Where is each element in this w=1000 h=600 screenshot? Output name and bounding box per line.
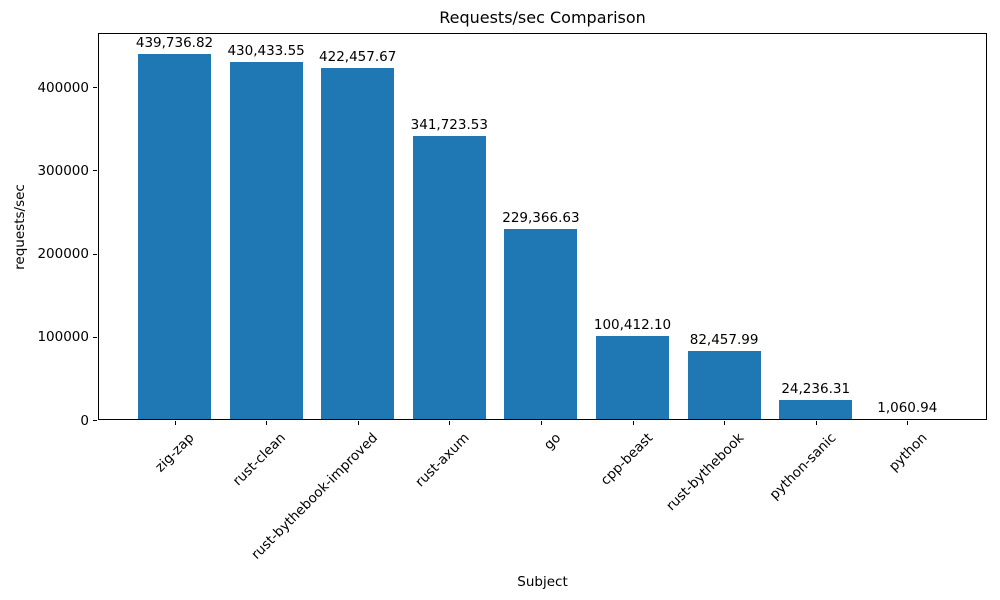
y-tick-mark — [93, 87, 97, 89]
x-tick-mark — [724, 421, 726, 425]
bar-value-label: 1,060.94 — [877, 400, 938, 416]
x-tick-label: rust-bythebook — [663, 430, 748, 515]
chart-title: Requests/sec Comparison — [439, 8, 646, 27]
bar-rust-bythebook — [687, 351, 761, 420]
bar-value-label: 430,433.55 — [227, 43, 305, 59]
x-tick-label: go — [540, 430, 565, 454]
bar-value-label: 82,457.99 — [689, 332, 759, 348]
x-tick-mark — [174, 421, 176, 425]
x-tick-mark — [632, 421, 634, 425]
x-tick-label: zig-zap — [152, 430, 198, 476]
y-tick-mark — [93, 336, 97, 338]
y-tick-mark — [93, 420, 97, 421]
bar-value-label: 439,736.82 — [135, 35, 214, 51]
bar-rust-axum — [412, 136, 486, 420]
x-tick-label: rust-axum — [412, 430, 473, 491]
y-tick-mark — [93, 170, 97, 172]
x-tick-mark — [540, 421, 542, 425]
bar-value-label: 100,412.10 — [593, 317, 672, 333]
y-tick-label: 400000 — [37, 79, 89, 96]
bar-value-label: 24,236.31 — [781, 381, 851, 397]
y-tick-label: 0 — [80, 412, 89, 429]
y-axis-label: requests/sec — [12, 184, 28, 270]
bar-value-label: 341,723.53 — [410, 117, 488, 133]
bar-rust-clean — [229, 62, 303, 420]
x-tick-mark — [266, 421, 268, 425]
y-tick-label: 300000 — [37, 162, 89, 179]
x-tick-label: python-sanic — [766, 430, 840, 503]
bar-cpp-beast — [596, 336, 669, 420]
y-tick-label: 200000 — [37, 246, 89, 263]
x-tick-mark — [907, 421, 909, 425]
x-tick-label: cpp-beast — [597, 430, 656, 489]
bar-value-label: 229,366.63 — [502, 210, 580, 226]
x-tick-mark — [357, 421, 359, 425]
bar-zig-zap — [138, 54, 211, 420]
x-tick-label: python — [885, 430, 931, 475]
bar-python-sanic — [779, 400, 853, 420]
x-tick-label: rust-clean — [230, 430, 290, 490]
bar-value-label: 422,457.67 — [319, 49, 397, 65]
x-axis-label: Subject — [517, 574, 568, 590]
y-tick-mark — [93, 253, 97, 255]
y-tick-label: 100000 — [37, 329, 89, 346]
x-tick-mark — [815, 421, 817, 425]
bar-python — [870, 419, 944, 420]
bar-go — [504, 229, 578, 420]
bar-rust-bythebook-improved — [321, 68, 395, 420]
x-tick-mark — [449, 421, 451, 425]
